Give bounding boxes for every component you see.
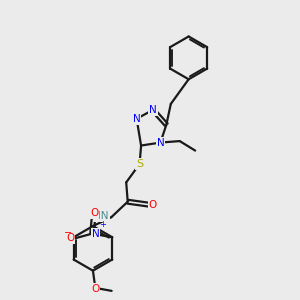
Text: +: + (100, 220, 106, 229)
Text: N: N (149, 105, 157, 115)
Text: N: N (157, 138, 164, 148)
Text: O: O (66, 233, 74, 243)
Text: −: − (64, 228, 73, 238)
Text: N: N (133, 114, 140, 124)
Text: O: O (90, 208, 98, 218)
Text: O: O (149, 200, 157, 210)
Text: O: O (91, 284, 99, 294)
Text: S: S (136, 159, 143, 169)
Text: N: N (92, 229, 100, 239)
Text: HN: HN (94, 211, 109, 221)
